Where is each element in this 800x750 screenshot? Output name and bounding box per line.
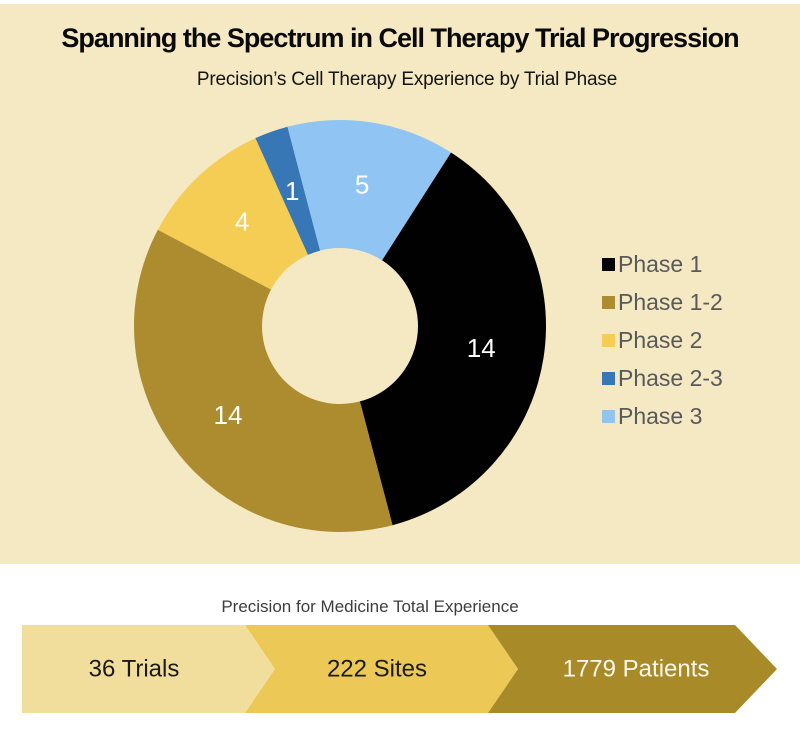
donut-segment-phase-2-3	[255, 126, 321, 255]
experience-arrow-label: 222 Sites	[327, 656, 427, 683]
legend-swatch-icon	[602, 410, 615, 423]
experience-arrow-trials	[22, 625, 275, 713]
experience-arrow-label: 1779 Patients	[563, 656, 710, 683]
legend-label: Phase 1-2	[618, 289, 723, 315]
donut-segment-phase-3	[287, 120, 451, 261]
footer-title: Precision for Medicine Total Experience	[221, 597, 519, 616]
donut-value-label: 14	[467, 333, 496, 363]
donut-segment-phase-1	[359, 152, 547, 526]
donut-value-label: 14	[214, 400, 243, 430]
donut-chart: 14 14 4 1 5	[134, 120, 547, 532]
legend-item-phase-2: Phase 2	[602, 329, 723, 352]
legend-label: Phase 2-3	[618, 365, 723, 391]
donut-value-label: 4	[235, 207, 249, 237]
legend-item-phase-3: Phase 3	[602, 405, 723, 428]
legend-label: Phase 2	[618, 327, 703, 353]
chart-legend: Phase 1 Phase 1-2 Phase 2 Phase 2-3 Phase 3	[602, 253, 723, 428]
legend-item-phase-1-2: Phase 1-2	[602, 291, 723, 314]
legend-item-phase-2-3: Phase 2-3	[602, 367, 723, 390]
experience-arrows-chart: 36 Trials 222 Sites 1779 Patients	[22, 625, 777, 713]
chart-subtitle: Precision’s Cell Therapy Experience by T…	[196, 69, 618, 90]
donut-value-label: 1	[285, 176, 299, 206]
legend-label: Phase 3	[618, 403, 703, 429]
experience-arrow-patients	[488, 625, 777, 713]
legend-label: Phase 1	[618, 251, 703, 277]
legend-item-phase-1: Phase 1	[602, 253, 723, 276]
page-title: Spanning the Spectrum in Cell Therapy Tr…	[61, 23, 739, 53]
experience-arrow-sites	[245, 625, 518, 713]
legend-swatch-icon	[602, 372, 615, 385]
legend-swatch-icon	[602, 258, 615, 271]
legend-swatch-icon	[602, 296, 615, 309]
donut-segment-phase-1-2	[134, 229, 393, 532]
donut-segment-phase-2	[157, 138, 308, 290]
legend-swatch-icon	[602, 334, 615, 347]
donut-value-label: 5	[355, 170, 369, 200]
experience-arrow-label: 36 Trials	[89, 656, 180, 683]
